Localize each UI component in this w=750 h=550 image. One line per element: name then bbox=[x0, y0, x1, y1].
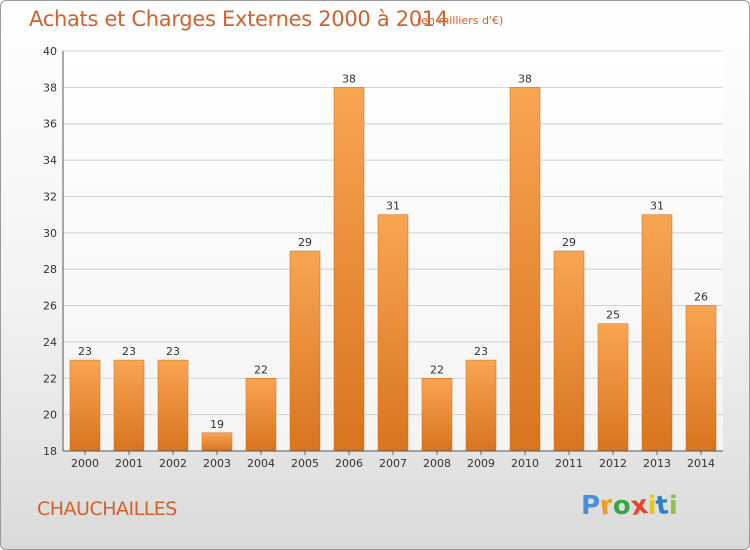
bars: 23 23 23 19 22 29 38 31 22 23 38 29 25 31 26 bbox=[69, 72, 717, 452]
y-tick-label: 40 bbox=[43, 45, 57, 58]
y-tick-label: 28 bbox=[43, 263, 57, 276]
value-label-2009: 23 bbox=[474, 345, 488, 358]
value-label-2003: 19 bbox=[210, 418, 224, 431]
bar-2001 bbox=[113, 359, 145, 452]
x-tick-label-2008: 2008 bbox=[423, 457, 451, 470]
commune-name: CHAUCHAILLES bbox=[37, 498, 177, 520]
y-tick-label: 38 bbox=[43, 81, 57, 94]
y-tick-label: 36 bbox=[43, 118, 57, 131]
bar-2014 bbox=[685, 305, 717, 452]
x-tick-label-2001: 2001 bbox=[115, 457, 143, 470]
bar-2012 bbox=[597, 323, 629, 452]
y-tick-label: 34 bbox=[43, 154, 57, 167]
chart-unit: (en milliers d'€) bbox=[417, 14, 504, 27]
value-label-2001: 23 bbox=[122, 345, 136, 358]
value-label-2008: 22 bbox=[430, 363, 444, 376]
bar-2009 bbox=[465, 359, 497, 452]
x-tick-label-2003: 2003 bbox=[203, 457, 231, 470]
logo-letter: P bbox=[581, 491, 601, 521]
value-label-2002: 23 bbox=[166, 345, 180, 358]
y-tick-label: 26 bbox=[43, 300, 57, 313]
value-label-2011: 29 bbox=[562, 236, 576, 249]
bar-2006 bbox=[333, 87, 365, 452]
y-tick-label: 18 bbox=[43, 445, 57, 458]
x-tick-label-2002: 2002 bbox=[159, 457, 187, 470]
chart-title: Achats et Charges Externes 2000 à 2014 bbox=[29, 7, 449, 31]
bar-2011 bbox=[553, 250, 585, 452]
logo-letter: i bbox=[668, 491, 678, 521]
x-tick-label-2009: 2009 bbox=[467, 457, 495, 470]
bar-2007 bbox=[377, 214, 409, 452]
bar-2005 bbox=[289, 250, 321, 452]
value-label-2000: 23 bbox=[78, 345, 92, 358]
x-tick-label-2000: 2000 bbox=[71, 457, 99, 470]
logo-letter: i bbox=[647, 491, 657, 521]
logo-letter: x bbox=[628, 489, 650, 523]
proxiti-logo: Proxiti bbox=[581, 489, 678, 523]
bar-2008 bbox=[421, 378, 453, 452]
logo-letter: o bbox=[612, 491, 631, 521]
x-tick-label-2014: 2014 bbox=[687, 457, 715, 470]
y-tick-label: 20 bbox=[43, 409, 57, 422]
value-label-2007: 31 bbox=[386, 200, 400, 213]
bar-2000 bbox=[69, 359, 101, 452]
bar-2003 bbox=[201, 432, 233, 452]
value-label-2010: 38 bbox=[518, 72, 532, 85]
y-tick-label: 32 bbox=[43, 190, 57, 203]
x-tick-label-2007: 2007 bbox=[379, 457, 407, 470]
bar-2010 bbox=[509, 87, 541, 452]
value-label-2005: 29 bbox=[298, 236, 312, 249]
x-tick-label-2011: 2011 bbox=[555, 457, 583, 470]
value-label-2014: 26 bbox=[694, 291, 708, 304]
y-tick-label: 24 bbox=[43, 336, 57, 349]
value-label-2006: 38 bbox=[342, 72, 356, 85]
bar-2013 bbox=[641, 214, 673, 452]
y-tick-label: 30 bbox=[43, 227, 57, 240]
x-tick-label-2006: 2006 bbox=[335, 457, 363, 470]
x-tick-label-2010: 2010 bbox=[511, 457, 539, 470]
y-tick-label: 22 bbox=[43, 372, 57, 385]
bar-2002 bbox=[157, 359, 189, 452]
x-tick-label-2005: 2005 bbox=[291, 457, 319, 470]
x-tick-label-2012: 2012 bbox=[599, 457, 627, 470]
value-label-2012: 25 bbox=[606, 309, 620, 322]
bar-2004 bbox=[245, 378, 277, 452]
x-tick-label-2013: 2013 bbox=[643, 457, 671, 470]
x-tick-label-2004: 2004 bbox=[247, 457, 275, 470]
value-label-2013: 31 bbox=[650, 200, 664, 213]
value-label-2004: 22 bbox=[254, 363, 268, 376]
axes: 18 20 22 24 26 28 30 32 34 36 38 40 2000 2001 2002 2003… bbox=[43, 45, 723, 470]
